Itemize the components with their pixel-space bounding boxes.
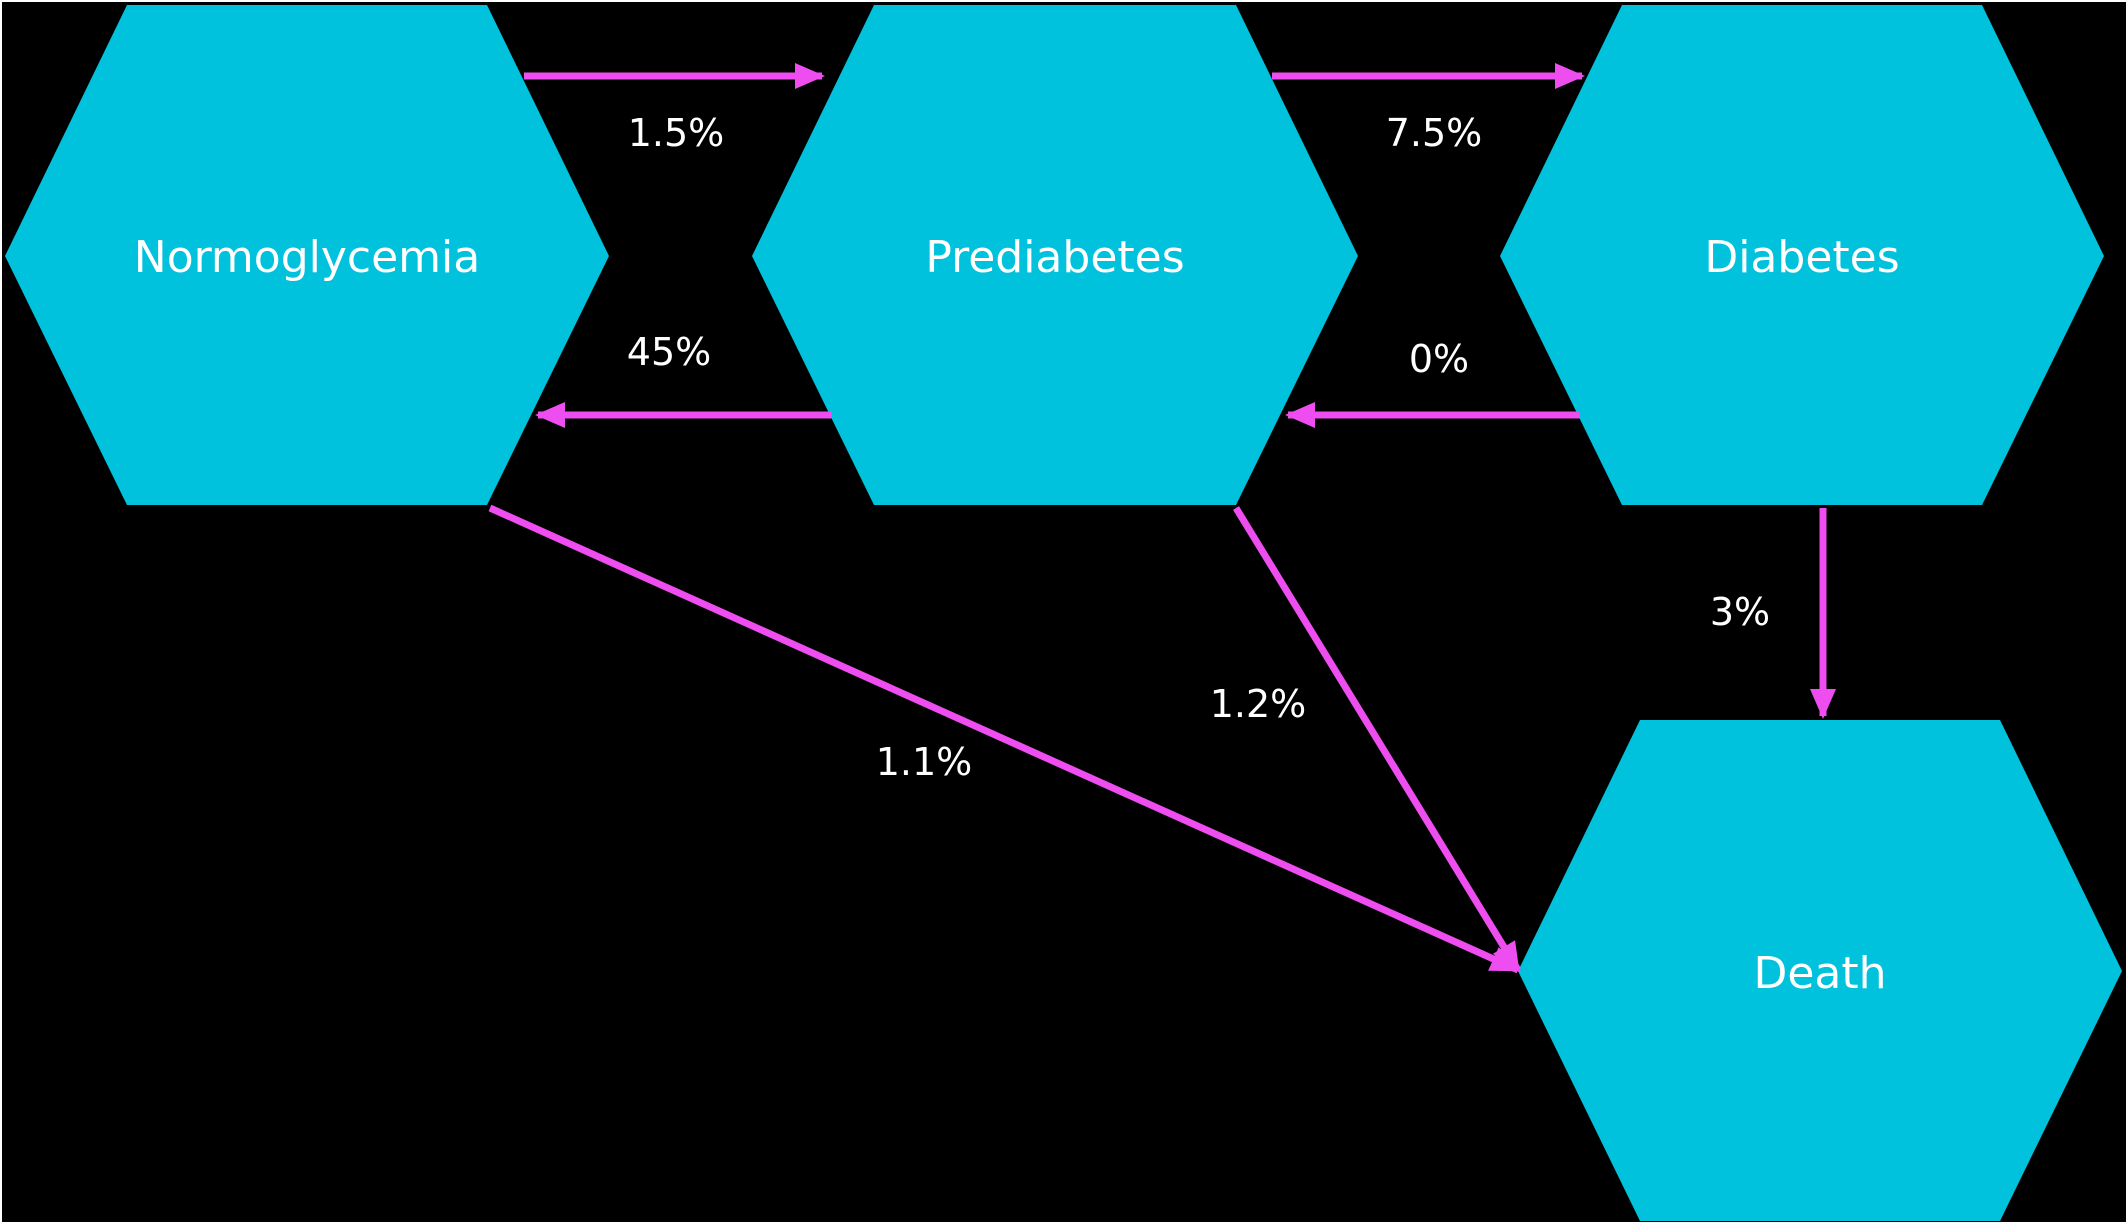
node-label-diabetes: Diabetes xyxy=(1704,232,1899,283)
node-label-normoglycemia: Normoglycemia xyxy=(134,232,480,283)
transition-arrows xyxy=(488,63,1836,974)
label-normoglycemia-to-prediabetes: 1.5% xyxy=(628,111,725,155)
hexagon-shape xyxy=(752,5,1358,505)
node-label-prediabetes: Prediabetes xyxy=(925,232,1184,283)
arrow-prediabetes-to-death xyxy=(1233,506,1521,973)
node-prediabetes: Prediabetes xyxy=(752,5,1358,505)
node-normoglycemia: Normoglycemia xyxy=(5,5,609,505)
label-diabetes-to-death: 3% xyxy=(1710,590,1770,634)
label-prediabetes-to-normoglycemia: 45% xyxy=(627,330,711,374)
hexagon-shape xyxy=(5,5,609,505)
arrow-normoglycemia-to-death xyxy=(488,504,1521,974)
hexagon-shape xyxy=(1500,5,2104,505)
label-diabetes-to-prediabetes: 0% xyxy=(1409,337,1469,381)
hexagon-shape xyxy=(1518,720,2122,1221)
node-death: Death xyxy=(1518,720,2122,1221)
node-diabetes: Diabetes xyxy=(1500,5,2104,505)
label-prediabetes-to-diabetes: 7.5% xyxy=(1386,111,1483,155)
label-normoglycemia-to-death: 1.1% xyxy=(876,740,973,784)
node-label-death: Death xyxy=(1753,948,1886,999)
label-prediabetes-to-death: 1.2% xyxy=(1210,682,1307,726)
